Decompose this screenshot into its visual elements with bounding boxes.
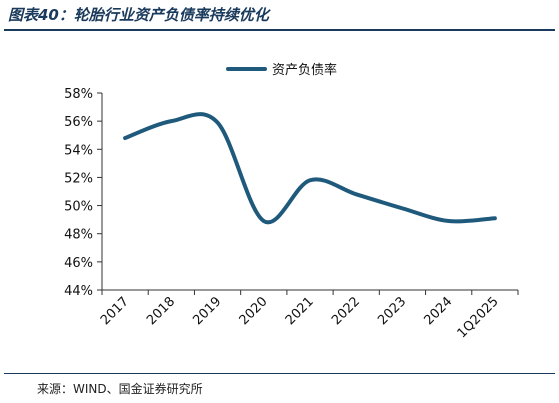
x-tick-label: 1Q2025 [455,294,502,341]
y-tick-label: 54% [64,143,93,158]
chart-title: 图表40：轮胎行业资产负债率持续优化 [8,6,269,24]
x-tick-label: 2023 [375,294,409,328]
y-tick-label: 50% [64,200,93,215]
y-tick-label: 52% [64,171,93,186]
source-note: 来源：WIND、国金证券研究所 [37,382,203,396]
x-tick-label: 2018 [144,294,178,328]
x-tick-label: 2022 [329,294,363,328]
x-axis-ticks: 2017 2018 2019 2020 2021 2022 2023 2024 1Q2025 [98,290,519,341]
y-tick-label: 46% [64,256,93,271]
footer-divider [4,373,555,374]
y-tick-label: 56% [64,115,93,130]
x-tick-label: 2020 [237,294,271,328]
legend-label: 资产负债率 [272,62,337,78]
y-tick-label: 44% [64,284,93,299]
title-divider [4,29,555,31]
x-tick-label: 2017 [98,294,132,328]
axes [101,93,518,291]
x-tick-label: 2021 [283,294,317,328]
y-tick-label: 48% [64,228,93,243]
series-line [123,112,497,225]
legend: 资产负债率 [226,62,337,78]
y-axis-ticks: 44% 46% 48% 50% 52% 54% 56% 58% [64,87,102,299]
x-tick-label: 2019 [190,294,224,328]
x-tick-label: 2024 [421,294,455,328]
y-tick-label: 58% [64,87,93,102]
